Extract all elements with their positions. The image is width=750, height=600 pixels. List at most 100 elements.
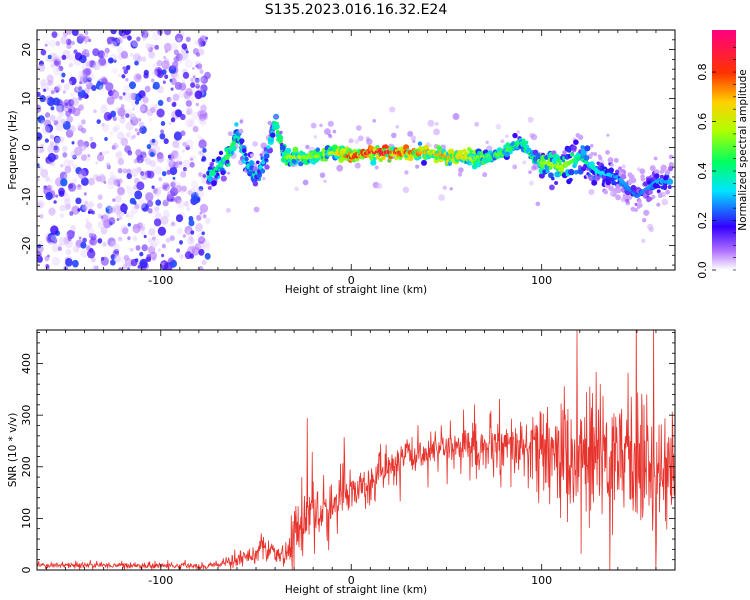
heatmap-cell (170, 65, 175, 70)
heatmap-cell (627, 195, 633, 200)
heatmap-cell (126, 35, 132, 41)
heatmap-cell (211, 180, 217, 187)
heatmap-cell (186, 206, 191, 212)
heatmap-cell (218, 150, 224, 156)
colorbar-ticks: 0.0 0.2 0.4 0.6 0.8 (696, 47, 736, 279)
heatmap-cell (37, 244, 42, 249)
heatmap-cell (71, 41, 75, 46)
heatmap-cell (78, 96, 83, 101)
heatmap-cell (71, 30, 79, 36)
heatmap-cell (407, 130, 414, 137)
heatmap-cell (118, 267, 123, 270)
snr-ylabel: SNR (10 * v/v) (7, 413, 19, 488)
heatmap-cell (136, 56, 143, 63)
heatmap-cell (72, 230, 75, 235)
heatmap-cell (277, 135, 284, 141)
heatmap-cell (88, 232, 94, 239)
heatmap-cell (162, 184, 168, 190)
heatmap-cell (45, 176, 51, 182)
heatmap-cell (178, 90, 185, 98)
heatmap-cell (668, 165, 674, 172)
heatmap-cell (148, 51, 155, 58)
heatmap-cell (47, 80, 53, 86)
heatmap-cell (198, 41, 204, 48)
heatmap-cell (108, 209, 114, 215)
heatmap-cell (165, 237, 171, 243)
heatmap-cell (522, 160, 527, 165)
heatmap-cell (57, 246, 62, 252)
heatmap-cell (569, 152, 574, 157)
heatmap-cell (149, 160, 157, 168)
heatmap-cell (147, 170, 155, 179)
heatmap-cell (613, 157, 619, 163)
heatmap-cell (151, 70, 158, 77)
heatmap-cell (78, 170, 87, 180)
heatmap-cell (238, 129, 243, 134)
heatmap-cell (110, 259, 116, 266)
heatmap-cell (657, 189, 661, 193)
colorbar-tick-label: 0.6 (696, 113, 709, 130)
heatmap-cell (111, 145, 117, 150)
heatmap-cell (580, 149, 587, 156)
snr-xlabel: Height of straight line (km) (285, 584, 427, 596)
heatmap-cell (310, 122, 317, 129)
heatmap-cell (366, 138, 373, 145)
heatmap-cell (127, 236, 131, 241)
heatmap-cell (274, 114, 278, 119)
heatmap-cell (157, 226, 167, 236)
heatmap-cell (114, 195, 122, 204)
colorbar-tick-label: 0.0 (696, 261, 709, 279)
heatmap-cell (139, 258, 148, 269)
heatmap-cell (92, 64, 98, 71)
heatmap-cell (45, 192, 53, 201)
heatmap-cell (100, 150, 106, 157)
heatmap-cell (667, 185, 672, 189)
heatmap-cell (193, 195, 201, 204)
heatmap-cell (61, 54, 67, 61)
heatmap-cell (328, 134, 333, 139)
heatmap-cell (199, 110, 208, 120)
heatmap-cell (143, 72, 149, 79)
heatmap-cell (170, 87, 174, 91)
heatmap-cell (194, 78, 201, 87)
heatmap-cell (45, 99, 49, 103)
heatmap-cell (153, 188, 159, 194)
heatmap-cell (77, 208, 81, 212)
heatmap-cell (319, 123, 323, 128)
heatmap-cell (186, 139, 194, 148)
heatmap-cell (84, 204, 90, 210)
heatmap-cell (106, 162, 111, 167)
heatmap-cell (171, 221, 176, 227)
heatmap-cell (495, 123, 502, 130)
heatmap-cell (143, 234, 147, 239)
heatmap-cell (154, 104, 158, 108)
heatmap-cell (597, 154, 602, 158)
heatmap-cell (96, 153, 105, 162)
heatmap-cell (633, 207, 639, 212)
heatmap-cell (47, 152, 56, 163)
heatmap-cell (99, 152, 103, 156)
heatmap-cell (216, 156, 222, 162)
heatmap-cell (142, 95, 149, 103)
heatmap-cell (129, 247, 134, 252)
heatmap-cell (153, 218, 162, 227)
heatmap-cell (302, 179, 309, 186)
heatmap-cell (157, 30, 163, 36)
heatmap-cell (573, 170, 579, 175)
heatmap-cell (147, 200, 154, 208)
heatmap-cell (260, 168, 266, 174)
heatmap-cell (195, 223, 203, 232)
heatmap-cell (190, 146, 194, 150)
heatmap-cell (80, 204, 87, 213)
heatmap-cell (181, 149, 185, 153)
heatmap-cell (176, 227, 183, 235)
heatmap-cell (51, 90, 55, 95)
heatmap-cell (83, 35, 90, 43)
heatmap-cell (131, 206, 139, 215)
heatmap-cell (81, 177, 89, 186)
heatmap-cell (78, 86, 83, 91)
heatmap-cell (125, 213, 129, 218)
heatmap-cell (179, 51, 188, 61)
heatmap-cell (442, 185, 447, 190)
heatmap-cell (88, 177, 95, 186)
